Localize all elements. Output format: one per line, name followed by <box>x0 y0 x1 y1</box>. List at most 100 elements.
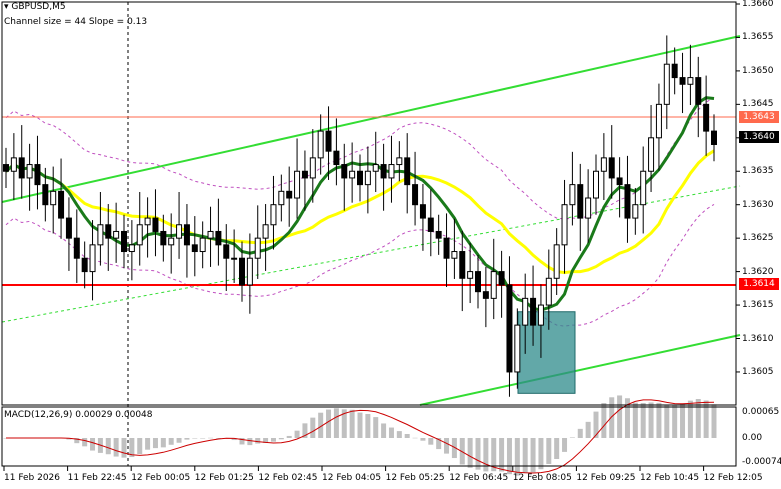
macd-bar <box>231 438 237 441</box>
candle-body <box>419 204 426 219</box>
chart-frame <box>1 1 740 471</box>
candle-body <box>530 297 537 326</box>
macd-bar <box>617 395 623 438</box>
macd-bar <box>562 438 568 452</box>
candle-body <box>640 170 647 206</box>
price-axis-label: 1.3660 <box>742 0 774 9</box>
macd-bar <box>648 402 654 438</box>
macd-bar <box>341 409 347 438</box>
candle-body <box>199 237 206 253</box>
time-axis-label: 12 Feb 06:45 <box>449 473 509 483</box>
macd-bar <box>160 438 166 448</box>
candle-body <box>50 190 57 206</box>
candle-body <box>443 237 450 259</box>
macd-bar <box>436 438 442 450</box>
candle-body <box>585 197 592 219</box>
candle-body <box>459 251 466 279</box>
macd-bar <box>467 438 473 468</box>
candle-body <box>317 130 324 159</box>
candle-body <box>223 244 230 259</box>
level-lines <box>2 116 736 286</box>
price-axis-label: 1.3645 <box>742 99 774 110</box>
candle-body <box>3 164 9 172</box>
candle-body <box>593 170 599 199</box>
macd-bar <box>632 402 638 438</box>
macd-bar <box>656 402 662 438</box>
candle-body <box>655 103 662 139</box>
macd-bar <box>349 409 355 438</box>
macd-bar <box>522 438 528 474</box>
candle-body <box>679 77 686 85</box>
candle-body <box>404 157 411 186</box>
price-axis-label: 1.3655 <box>742 32 774 43</box>
candle-body <box>545 277 552 306</box>
macd-bar <box>538 438 544 470</box>
macd-pane <box>3 395 717 476</box>
macd-bar <box>263 438 269 443</box>
macd-bar <box>105 438 111 455</box>
candle-body <box>349 170 356 179</box>
candle-body <box>144 217 151 226</box>
candle-body <box>388 164 395 179</box>
candle-body <box>286 190 293 199</box>
regression-channel <box>1 35 741 406</box>
candle-body <box>18 157 25 179</box>
price-axis-label: 1.3650 <box>742 65 774 76</box>
macd-frame <box>1 406 737 467</box>
macd-bar <box>601 403 607 438</box>
macd-bar <box>278 438 284 440</box>
macd-bar <box>184 438 190 440</box>
candle-body <box>498 271 505 286</box>
candle-body <box>380 164 387 179</box>
macd-bar <box>239 438 245 445</box>
candle-body <box>239 257 245 286</box>
candle-body <box>364 170 371 186</box>
macd-bar <box>82 438 88 447</box>
candle-body <box>325 130 332 152</box>
macd-bar <box>129 438 135 458</box>
macd-bar <box>640 403 646 438</box>
current-price-tag: 1.3640 <box>739 131 779 143</box>
price-axis-label: 1.3610 <box>742 333 774 344</box>
candle-body <box>301 170 308 179</box>
time-axis-label: 12 Feb 02:45 <box>258 473 318 483</box>
price-axis-label: 1.3605 <box>742 366 774 377</box>
candle-body <box>34 164 41 186</box>
candle-body <box>270 204 277 226</box>
macd-axis-bottom: -0.00074 <box>742 457 781 467</box>
dropdown-triangle-icon[interactable]: ▾ <box>4 2 9 12</box>
candle-body <box>65 217 72 239</box>
candle-body <box>73 237 80 259</box>
candle-body <box>113 230 120 239</box>
macd-bar <box>294 430 300 438</box>
macd-bar <box>703 400 709 438</box>
time-axis-label: 11 Feb 22:45 <box>67 473 127 483</box>
candle-body <box>671 63 678 79</box>
macd-bar <box>137 438 143 455</box>
candle-body <box>490 271 497 299</box>
candle-body <box>231 257 238 260</box>
candle-body <box>616 177 623 186</box>
macd-bar <box>475 438 481 470</box>
macd-bar <box>247 438 253 446</box>
price-axis-label: 1.3620 <box>742 266 774 277</box>
macd-bar <box>530 438 536 473</box>
macd-bar <box>90 438 96 451</box>
macd-bar <box>302 423 308 438</box>
macd-bar <box>546 438 552 464</box>
candle-body <box>703 103 710 132</box>
macd-bar <box>451 438 457 459</box>
symbol-label: GBPUSD,M5 <box>11 2 66 12</box>
candle-body <box>89 244 96 273</box>
candle-body <box>42 184 49 206</box>
candle-body <box>624 184 631 219</box>
macd-bar <box>113 438 119 457</box>
macd-bar <box>66 438 72 440</box>
channel-middle <box>1 185 741 323</box>
candle-body <box>136 224 143 246</box>
candle-body <box>97 224 104 246</box>
macd-bar <box>192 438 198 439</box>
candle-body <box>561 204 568 246</box>
candle-body <box>26 164 33 179</box>
